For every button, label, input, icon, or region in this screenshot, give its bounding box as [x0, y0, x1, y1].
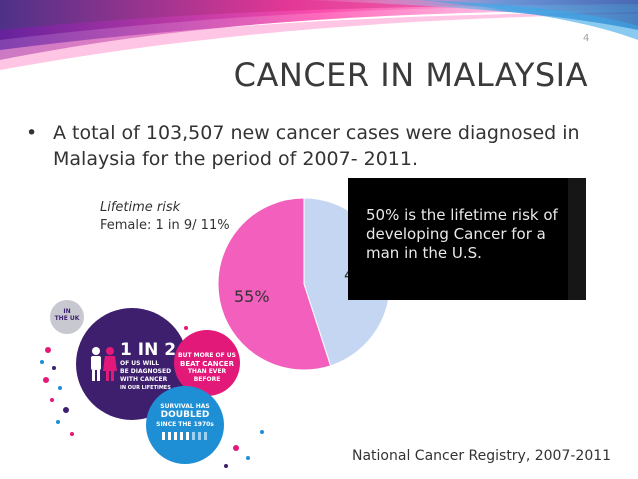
survival-doubled-circle: SURVIVAL HAS DOUBLED SINCE THE 1970s: [146, 386, 224, 464]
uk-line-1: IN: [63, 308, 71, 315]
uk-circle: IN THE UK: [50, 300, 84, 334]
quote-box-edge: [568, 178, 586, 300]
one-in-two-line-4: IN OUR LIFETIMES: [120, 385, 171, 391]
lifetime-risk-note: Lifetime risk Female: 1 in 9/ 11%: [100, 199, 230, 235]
one-in-two-line-1: OF US WILL: [120, 360, 160, 367]
quote-text: 50% is the lifetime risk of developing C…: [366, 206, 558, 262]
bullet-text: A total of 103,507 new cancer cases were…: [53, 122, 580, 170]
pie-label-female: 55%: [234, 287, 270, 306]
decorative-dots: [40, 326, 264, 468]
decorative-stripes: [0, 0, 638, 70]
lifetime-risk-quote-box: 50% is the lifetime risk of developing C…: [348, 178, 586, 300]
survival-line-2: DOUBLED: [160, 410, 210, 420]
uk-line-2: THE UK: [54, 315, 80, 322]
bullet-symbol: •: [26, 122, 38, 144]
one-in-two-line-3: WITH CANCER: [120, 376, 168, 383]
beat-cancer-circle: BUT MORE OF US BEAT CANCER THAN EVER BEF…: [174, 330, 240, 396]
uk-cancer-infographic: IN THE UK 1 IN 2 OF US WILL BE DIAGNOSED…: [36, 298, 286, 478]
people-icon: [91, 347, 117, 381]
lifetime-risk-value: Female: 1 in 9/ 11%: [100, 218, 230, 233]
beat-line-2: BEAT CANCER: [180, 360, 234, 368]
lifetime-risk-label: Lifetime risk: [100, 200, 181, 215]
survival-line-1: SURVIVAL HAS: [160, 403, 210, 410]
one-in-two-line-2: BE DIAGNOSED: [120, 368, 172, 375]
survival-line-3: SINCE THE 1970s: [156, 421, 214, 428]
survivor-figures-icon: [162, 432, 207, 440]
beat-line-3: THAN EVER BEFORE: [187, 368, 227, 383]
beat-line-1: BUT MORE OF US: [178, 352, 236, 359]
source-citation: National Cancer Registry, 2007-2011: [352, 448, 612, 464]
slide-title: CANCER IN MALAYSIA: [233, 56, 588, 94]
one-in-two-text: 1 IN 2: [120, 340, 177, 360]
page-number: 4: [583, 33, 590, 44]
pie-slice-female: [217, 197, 332, 371]
